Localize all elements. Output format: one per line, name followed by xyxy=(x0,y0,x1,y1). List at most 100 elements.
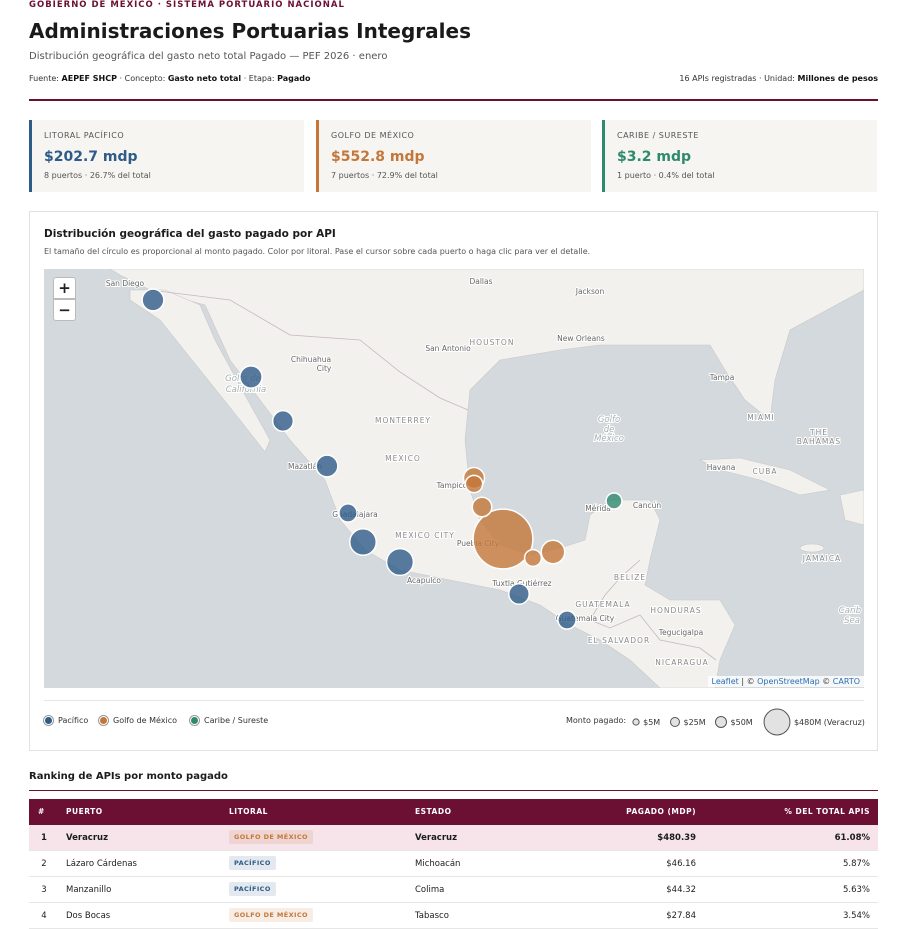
place-label: CUBA xyxy=(752,467,777,476)
table-cell: 1 xyxy=(41,833,47,843)
kpi-value: $202.7 mdp xyxy=(44,149,138,165)
place-label: Golfo xyxy=(598,415,620,425)
border xyxy=(149,289,469,411)
size-swatch xyxy=(632,718,640,726)
table-row: 1 Veracruz GOLFO DE MÉXICO Veracruz $480.39 6… xyxy=(29,825,878,851)
map[interactable]: San Diego Dallas Jackson HOUSTON San Antonio… xyxy=(44,269,864,688)
port-bubble[interactable] xyxy=(471,496,493,518)
table-cell: Michoacán xyxy=(415,859,461,869)
column-header: # xyxy=(38,807,45,816)
place-label: Jackson xyxy=(575,287,605,296)
size-label: $50M xyxy=(731,718,753,727)
kpi-card: GOLFO DE MÉXICO $552.8 mdp 7 puertos · 72.… xyxy=(316,120,591,192)
table-cell: 3.54% xyxy=(842,911,870,921)
port-bubble[interactable] xyxy=(385,547,415,577)
column-header: PAGADO (MDP) xyxy=(626,807,696,816)
port-bubble[interactable] xyxy=(271,409,295,433)
port-bubble[interactable] xyxy=(605,492,623,510)
page-subtitle: Distribución geográfica del gasto neto t… xyxy=(29,51,388,62)
table-row: 3 Manzanillo PACÍFICO Colima $44.32 5.63% xyxy=(29,877,878,903)
size-label: $5M xyxy=(643,718,660,727)
kpi-detail: 8 puertos · 26.7% del total xyxy=(44,171,151,180)
land xyxy=(109,269,864,688)
place-label: HOUSTON xyxy=(470,338,515,347)
legend-item: Golfo de México xyxy=(99,716,177,725)
size-legend: $5M $25M $50M $480M (Veracruz) xyxy=(632,708,865,736)
meta-value: Pagado xyxy=(277,74,311,83)
legend-item: Caribe / Sureste xyxy=(190,716,268,725)
port-bubble[interactable] xyxy=(557,610,577,630)
land xyxy=(129,289,271,453)
litoral-badge: GOLFO DE MÉXICO xyxy=(229,908,313,922)
kpi-value: $552.8 mdp xyxy=(331,149,425,165)
port-bubble[interactable] xyxy=(239,365,263,389)
place-label: Tegucigalpa xyxy=(658,628,703,637)
kpi-value: $3.2 mdp xyxy=(617,149,692,165)
column-header: ESTADO xyxy=(415,807,452,816)
port-bubble[interactable] xyxy=(141,288,165,312)
attribution-link[interactable]: CARTO xyxy=(832,677,860,686)
table-cell: Veracruz xyxy=(415,833,458,843)
page-title: Administraciones Portuarias Integrales xyxy=(29,19,471,43)
place-label: Guatemala City xyxy=(556,614,615,623)
place-label: JAMAICA xyxy=(802,554,841,563)
legend-swatch xyxy=(190,716,199,725)
map-subtitle: El tamaño del círculo es proporcional al… xyxy=(44,247,591,256)
place-label: HONDURAS xyxy=(650,606,701,615)
column-header: % DEL TOTAL APIS xyxy=(784,807,870,816)
port-bubble[interactable] xyxy=(523,548,543,568)
zoom-out[interactable]: − xyxy=(53,299,76,321)
kpi-detail: 1 puerto · 0.4% del total xyxy=(617,171,715,180)
legend-label: Pacífico xyxy=(58,716,89,725)
place-label: Tampico xyxy=(436,481,468,490)
place-label: Carib xyxy=(839,606,861,616)
litoral-badge: PACÍFICO xyxy=(229,882,276,896)
port-bubble[interactable] xyxy=(338,503,358,523)
legend-swatch xyxy=(44,716,53,725)
eyebrow: GOBIERNO DE MÉXICO · SISTEMA PORTUARIO N… xyxy=(29,0,345,10)
table-cell: 2 xyxy=(41,859,47,869)
port-bubble[interactable] xyxy=(472,508,534,570)
attribution-link[interactable]: Leaflet xyxy=(711,677,739,686)
zoom-in[interactable]: + xyxy=(53,277,76,299)
table-cell: 3 xyxy=(41,885,47,895)
column-header: LITORAL xyxy=(229,807,268,816)
port-bubble[interactable] xyxy=(508,583,530,605)
place-label: Tampa xyxy=(709,373,735,382)
port-bubble[interactable] xyxy=(540,539,566,565)
attribution-link[interactable]: OpenStreetMap xyxy=(757,677,820,686)
table-cell: $480.39 xyxy=(657,833,696,843)
attribution-text: | © xyxy=(741,677,755,686)
port-bubble[interactable] xyxy=(315,454,339,478)
kpi-card: CARIBE / SURESTE $3.2 mdp 1 puerto · 0.4% … xyxy=(602,120,877,192)
table-title: Ranking de APIs por monto pagado xyxy=(29,771,228,782)
place-label: GUATEMALA xyxy=(575,600,630,609)
column-header: PUERTO xyxy=(66,807,103,816)
place-label: THE xyxy=(809,428,828,437)
place-label: New Orleans xyxy=(557,334,605,343)
size-label: $480M (Veracruz) xyxy=(794,718,865,727)
port-bubble[interactable] xyxy=(464,474,484,494)
attribution-text: © xyxy=(822,677,831,686)
divider xyxy=(44,700,864,701)
kpi-label: CARIBE / SURESTE xyxy=(617,131,699,140)
place-label: NICARAGUA xyxy=(655,658,709,667)
meta-value: Millones de pesos xyxy=(797,74,878,83)
place-label: Mazatlán xyxy=(288,462,322,471)
legend-swatch xyxy=(99,716,108,725)
size-legend-title: Monto pagado: xyxy=(566,716,627,725)
place-label: BAHAMAS xyxy=(797,437,841,446)
place-label: de xyxy=(604,425,615,435)
place-label: Sea xyxy=(844,616,860,626)
legend-label: Golfo de México xyxy=(113,716,178,725)
size-swatch xyxy=(763,708,791,736)
kpi-detail: 7 puertos · 72.9% del total xyxy=(331,171,438,180)
table-header: # PUERTO LITORAL ESTADO PAGADO (MDP) % DEL TO… xyxy=(29,799,878,825)
port-bubble[interactable] xyxy=(348,527,378,557)
border xyxy=(589,559,717,661)
table-row: 4 Dos Bocas GOLFO DE MÉXICO Tabasco $27.84 3.… xyxy=(29,903,878,929)
map-title: Distribución geográfica del gasto pagado… xyxy=(44,228,336,240)
place-label: MEXICO xyxy=(385,454,421,463)
place-label: San Diego xyxy=(106,279,145,288)
table-cell: 5.87% xyxy=(842,859,870,869)
